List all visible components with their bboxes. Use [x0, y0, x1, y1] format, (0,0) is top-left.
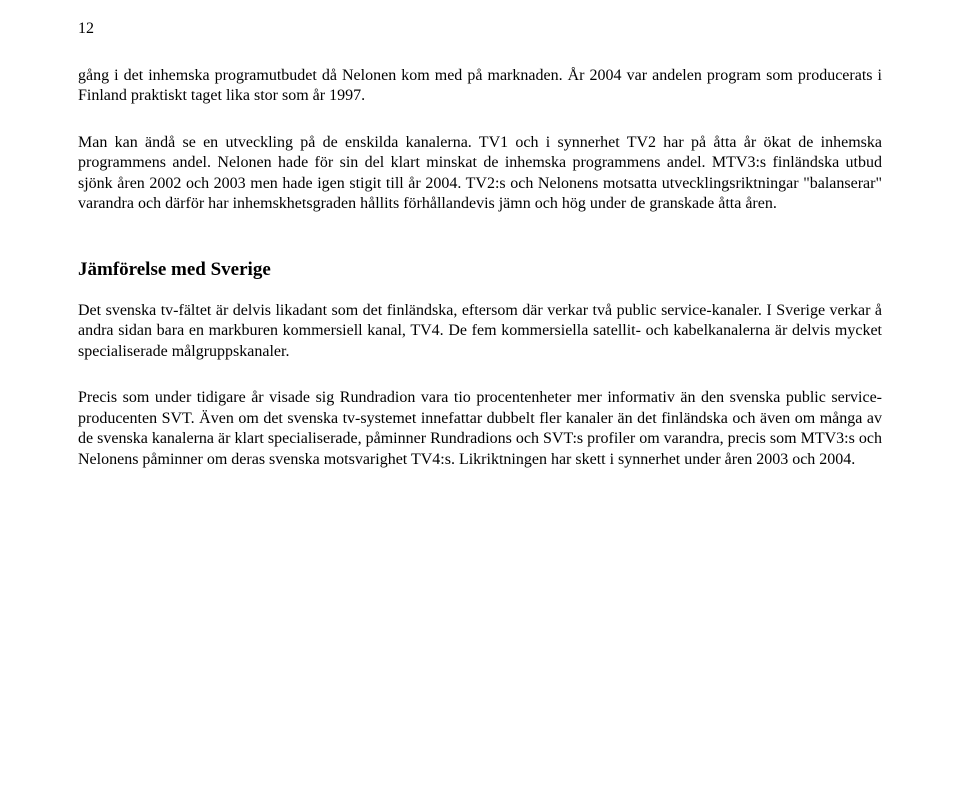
paragraph-4: Precis som under tidigare år visade sig … [78, 388, 882, 470]
paragraph-1: gång i det inhemska programutbudet då Ne… [78, 66, 882, 107]
page-number: 12 [78, 20, 882, 38]
paragraph-2: Man kan ändå se en utveckling på de ensk… [78, 133, 882, 215]
paragraph-3: Det svenska tv-fältet är delvis likadant… [78, 301, 882, 362]
section-heading: Jämförelse med Sverige [78, 259, 882, 281]
document-page: 12 gång i det inhemska programutbudet då… [0, 0, 960, 806]
